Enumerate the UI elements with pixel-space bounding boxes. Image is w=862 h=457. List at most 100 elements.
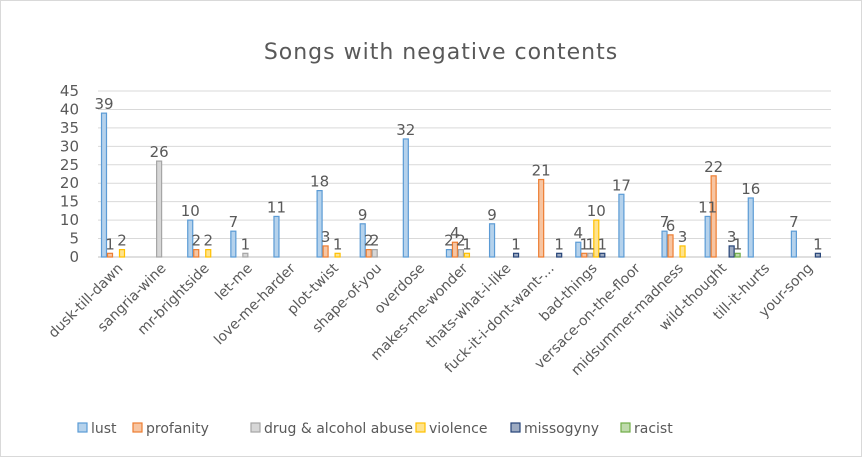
data-label: 1 <box>586 235 596 253</box>
legend-swatch <box>132 422 143 433</box>
bar-lust <box>273 215 280 258</box>
data-label: 2 <box>444 232 454 250</box>
bar-profanity <box>538 178 545 258</box>
y-tick-label: 15 <box>60 193 79 211</box>
data-label: 1 <box>333 235 343 253</box>
bar-lust <box>445 249 453 258</box>
data-label: 9 <box>358 206 368 224</box>
data-label: 7 <box>229 213 239 231</box>
y-tick-label: 35 <box>60 119 79 137</box>
data-label: 11 <box>267 198 286 216</box>
data-label: 32 <box>396 121 415 139</box>
bar-violence <box>463 252 471 258</box>
bar-profanity <box>451 241 459 258</box>
data-label: 1 <box>733 235 743 253</box>
bar-lust <box>704 215 711 258</box>
y-tick-label: 40 <box>60 100 79 118</box>
bar-drug-alcohol-abuse <box>587 252 594 258</box>
bar-drug-alcohol-abuse <box>242 252 249 258</box>
data-label: 26 <box>150 143 169 161</box>
data-label: 7 <box>660 213 670 231</box>
data-label: 2 <box>456 232 466 250</box>
legend-entry: lust <box>91 421 117 437</box>
bar-violence <box>679 245 686 258</box>
bar-drug-alcohol-abuse <box>371 249 378 258</box>
data-label: 2 <box>370 232 380 250</box>
data-label: 2 <box>117 232 127 250</box>
legend-entry: violence <box>429 421 487 437</box>
bar-profanity <box>193 249 200 258</box>
data-label: 2 <box>203 232 213 250</box>
y-tick-label: 30 <box>60 137 79 155</box>
bar-lust <box>402 138 409 258</box>
data-label: 2 <box>364 232 374 250</box>
bar-missogyny <box>599 252 606 258</box>
bar-lust <box>575 241 582 258</box>
bar-lust <box>187 219 194 258</box>
data-label: 3 <box>678 228 688 246</box>
data-label: 10 <box>181 202 200 220</box>
gridlines <box>98 90 831 258</box>
data-label: 11 <box>698 198 717 216</box>
data-label: 1 <box>462 235 472 253</box>
data-label: 1 <box>105 235 115 253</box>
y-tick-label: 45 <box>60 82 79 100</box>
legend: lust profanity drug & alcohol abuse violenc… <box>77 421 673 437</box>
bar-racist <box>734 252 741 258</box>
data-label: 21 <box>532 162 551 180</box>
data-label: 1 <box>511 235 521 253</box>
bars <box>100 112 821 258</box>
data-label: 4 <box>574 224 584 242</box>
legend-swatch <box>250 422 261 433</box>
legend-swatch <box>415 422 426 433</box>
bar-lust <box>661 230 668 258</box>
data-label: 3 <box>727 228 737 246</box>
data-label: 18 <box>310 173 329 191</box>
legend-entry: racist <box>634 421 673 437</box>
y-tick-label: 10 <box>60 211 79 229</box>
data-label: 1 <box>598 235 608 253</box>
bar-violence <box>118 249 126 258</box>
chart-title: Songs with negative contents <box>264 40 618 65</box>
legend-swatch <box>77 422 88 433</box>
legend-swatch <box>510 422 521 433</box>
bar-violence <box>593 219 600 258</box>
bar-violence <box>205 249 212 258</box>
data-label: 17 <box>612 176 631 194</box>
legend-swatch <box>620 422 631 433</box>
data-label: 9 <box>487 206 497 224</box>
data-label: 22 <box>704 158 723 176</box>
bar-lust <box>316 190 323 258</box>
data-label: 7 <box>789 213 799 231</box>
bar-profanity <box>322 245 329 258</box>
x-category-label: dusk-till-dawn <box>46 261 127 342</box>
data-label: 1 <box>580 235 590 253</box>
legend-entry: missogyny <box>524 421 599 437</box>
data-label: 3 <box>321 228 331 246</box>
bar-missogyny <box>728 245 735 258</box>
bar-profanity <box>365 249 372 258</box>
bar-profanity <box>710 175 717 258</box>
x-category-label: let-me <box>212 261 255 304</box>
data-label: 2 <box>191 232 201 250</box>
bar-drug-alcohol-abuse <box>156 160 163 258</box>
y-tick-label: 5 <box>69 230 79 248</box>
legend-entry: drug & alcohol abuse <box>264 421 413 437</box>
data-label: 1 <box>554 235 564 253</box>
y-tick-label: 0 <box>69 248 79 266</box>
bar-profanity <box>667 234 674 258</box>
data-label: 1 <box>813 235 823 253</box>
bar-missogyny <box>814 252 821 258</box>
data-label: 1 <box>241 235 251 253</box>
data-label: 39 <box>94 95 113 113</box>
data-label: 10 <box>587 202 606 220</box>
bar-lust <box>618 193 625 258</box>
bar-lust <box>790 230 797 258</box>
data-label: 16 <box>741 180 760 198</box>
bar-profanity <box>106 252 114 258</box>
